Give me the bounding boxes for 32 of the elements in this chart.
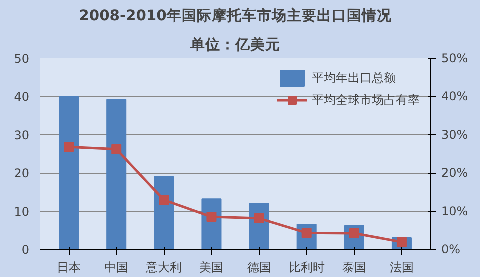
y-tick-label: 40 <box>14 90 30 104</box>
chart-subtitle: 单位：亿美元 <box>190 36 280 54</box>
y2-tick-label: 20% <box>442 166 468 180</box>
chart-title: 2008-2010年国际摩托车市场主要出口国情况 <box>79 6 393 24</box>
x-tick-label: 法国 <box>390 260 414 274</box>
point <box>206 212 217 222</box>
point <box>159 195 170 206</box>
point <box>64 142 74 152</box>
bar <box>106 99 127 250</box>
y-tick-label: 0 <box>22 243 30 257</box>
y2-tick-label: 30% <box>442 128 468 142</box>
y2-tick-label: 0% <box>442 242 461 256</box>
y2-tick-label: 40% <box>442 90 468 104</box>
x-tick-label: 日本 <box>57 260 82 274</box>
x-tick-label: 意大利 <box>145 260 182 274</box>
y2-tick-label: 50% <box>442 52 468 66</box>
bar <box>59 96 80 250</box>
point <box>254 214 264 224</box>
x-tick-label: 美国 <box>200 260 224 274</box>
x-tick-label: 德国 <box>247 260 272 274</box>
y-tick-label: 30 <box>14 128 30 142</box>
x-tick-label: 中国 <box>104 260 129 274</box>
legend-label: 平均年出口总额 <box>312 70 396 86</box>
y-tick-label: 50 <box>14 52 30 66</box>
x-tick-label: 比利时 <box>288 260 325 274</box>
bar <box>154 176 174 250</box>
x-tick-label: 泰国 <box>342 260 366 274</box>
y2-tick-label: 10% <box>442 204 468 218</box>
y-tick-label: 10 <box>14 204 30 219</box>
point <box>112 144 122 154</box>
y-tick-label: 20 <box>14 166 30 181</box>
legend-label: 平均全球市场占有率 <box>312 92 420 108</box>
